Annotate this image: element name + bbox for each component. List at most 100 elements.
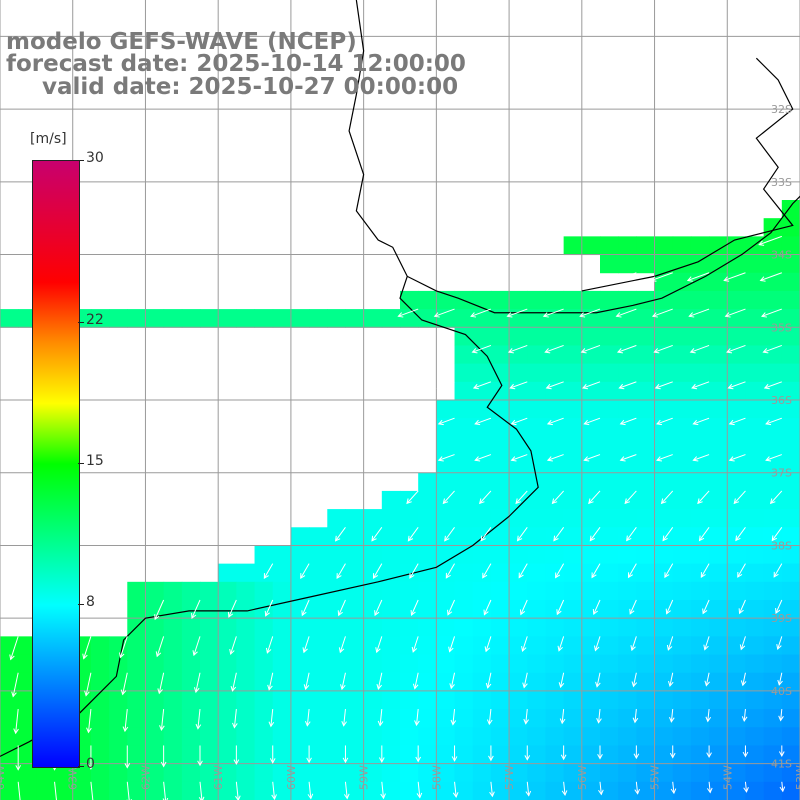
colorbar-tick-label: 0 (86, 756, 95, 772)
wind-cell (472, 618, 492, 637)
wind-arrow-head (738, 608, 744, 615)
longitude-label: 56W (576, 765, 589, 790)
wind-cell (490, 763, 510, 783)
wind-cell (618, 236, 637, 256)
wind-cell (454, 781, 474, 800)
wind-cell (781, 400, 800, 419)
wind-cell (727, 618, 746, 637)
wind-cell (509, 654, 528, 674)
colorbar-tick (78, 463, 84, 464)
wind-cell (563, 400, 583, 419)
wind-arrow-head (303, 684, 310, 691)
wind-arrow (235, 781, 239, 800)
wind-cell (781, 781, 800, 800)
wind-cell (636, 781, 656, 800)
wind-arrow-head (449, 683, 455, 690)
wind-arrow (594, 636, 601, 651)
wind-cell (672, 381, 692, 401)
wind-cell (181, 745, 201, 765)
wind-arrow-head (519, 609, 526, 616)
wind-arrow-head (380, 793, 386, 800)
wind-cell (145, 781, 165, 800)
wind-arrow-head (409, 572, 415, 579)
wind-arrow (414, 672, 419, 689)
wind-cell (436, 763, 456, 783)
wind-cell (690, 745, 710, 765)
wind-arrow-head (337, 610, 343, 617)
wind-cell (490, 290, 510, 310)
wind-cell (200, 581, 219, 601)
wind-arrow-head (724, 312, 731, 318)
wind-cell (127, 636, 146, 656)
wind-cell (654, 563, 674, 583)
wind-cell (618, 690, 637, 710)
latitude-label: 36S (771, 394, 792, 407)
wind-cell (345, 509, 365, 528)
wind-arrow (409, 563, 419, 579)
wind-cell (472, 563, 492, 583)
wind-cell (0, 727, 19, 746)
wind-cell (454, 600, 474, 619)
wind-cell (418, 600, 437, 619)
wind-cell (472, 363, 492, 383)
wind-cell (654, 400, 674, 419)
wind-arrow-head (551, 498, 558, 505)
wind-cell (200, 654, 219, 674)
wind-cell (36, 781, 56, 800)
wind-cell (727, 254, 746, 274)
wind-cell (709, 454, 728, 474)
wind-cell (454, 672, 474, 692)
wind-cell (581, 436, 601, 456)
wind-cell (490, 309, 510, 328)
wind-cell (163, 745, 183, 765)
wind-cell (272, 618, 292, 637)
wind-cell (781, 236, 800, 256)
wind-cell (545, 290, 565, 310)
wind-arrow (584, 417, 601, 425)
wind-cell (400, 781, 419, 800)
wind-cell (781, 563, 800, 583)
wind-cell (709, 654, 728, 674)
wind-cell (218, 654, 237, 674)
wind-cell (636, 600, 656, 619)
wind-cell (18, 763, 37, 783)
wind-cell (454, 490, 474, 510)
wind-cell (236, 309, 256, 328)
wind-arrow-head (763, 383, 770, 390)
longitude-label: 59W (358, 765, 371, 790)
wind-cell (763, 436, 783, 456)
wind-cell (454, 745, 474, 765)
wind-arrow (669, 672, 674, 687)
wind-arrow-head (740, 680, 747, 687)
wind-arrow-head (447, 609, 453, 616)
wind-cell (672, 545, 692, 565)
latitude-label: 38S (771, 539, 792, 552)
wind-cell (600, 381, 619, 401)
wind-cell (145, 618, 165, 637)
wind-cell (709, 327, 728, 346)
wind-arrow-head (444, 535, 450, 542)
wind-cell (200, 636, 219, 656)
wind-cell (636, 363, 656, 383)
wind-cell (127, 781, 146, 800)
wind-cell (727, 672, 746, 692)
wind-cell (636, 563, 656, 583)
wind-cell (654, 327, 674, 346)
wind-cell (654, 781, 674, 800)
wind-cell (290, 781, 310, 800)
wind-arrow (632, 672, 637, 687)
wind-arrow-head (653, 348, 660, 354)
wind-cell (454, 436, 474, 456)
wind-arrow-head (698, 535, 705, 542)
wind-cell (90, 781, 110, 800)
wind-cell (309, 618, 328, 637)
wind-cell (618, 600, 637, 619)
wind-arrow-head (414, 720, 420, 727)
wind-cell (127, 745, 146, 765)
wind-arrow-head (371, 535, 377, 542)
colorbar-tick (78, 160, 84, 161)
wind-cell (581, 581, 601, 601)
wind-arrow (778, 672, 783, 685)
wind-arrow (581, 344, 601, 353)
wind-arrow (526, 781, 530, 796)
